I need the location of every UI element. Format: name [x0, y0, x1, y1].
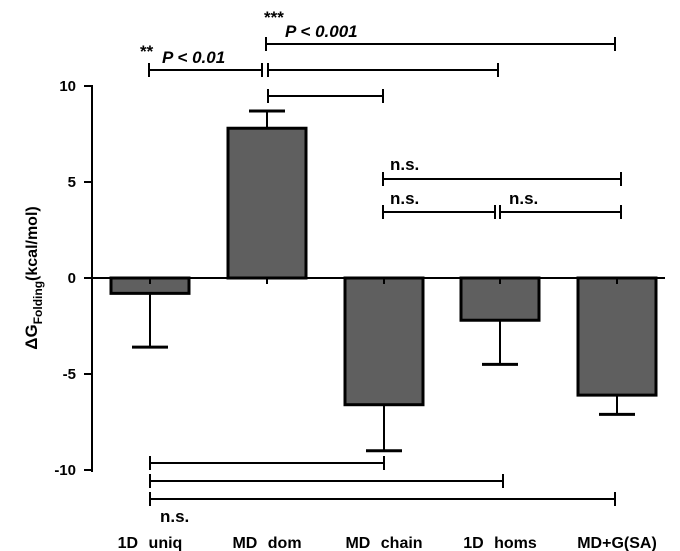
bar	[226, 126, 308, 280]
x-category-label: 1D homs	[463, 535, 537, 551]
ns-label: n.s.	[390, 155, 419, 174]
ns-label: n.s.	[509, 189, 538, 208]
stars-label: **	[140, 42, 154, 61]
bar	[459, 276, 541, 322]
bars	[109, 126, 658, 407]
y-axis-label-main: ΔG	[22, 324, 41, 349]
x-category-label: MD dom	[232, 535, 301, 551]
y-ticks: 10 5 0 -5 -10	[54, 78, 92, 479]
y-axis-label-unit: (kcal/mol)	[24, 206, 41, 281]
y-axis-label: ΔGFolding(kcal/mol)	[22, 206, 45, 349]
x-category-label: MD chain	[345, 535, 422, 551]
p-value-label: P < 0.001	[285, 22, 358, 41]
y-tick-label: -10	[54, 462, 76, 479]
bar	[343, 276, 425, 407]
error-bars	[132, 109, 635, 453]
y-axis-label-sub: Folding	[31, 281, 45, 324]
y-tick-label: -5	[63, 366, 76, 383]
x-category-label: 1D uniq	[118, 535, 183, 551]
stars-label: ***	[264, 8, 284, 27]
x-category-labels: 1D uniq MD dom MD chain 1D homs MD+G(SA)	[118, 535, 657, 551]
ns-label: n.s.	[390, 189, 419, 208]
p-value-label: P < 0.01	[162, 48, 225, 67]
x-category-label: MD+G(SA)	[577, 535, 657, 551]
bar	[576, 276, 658, 397]
y-tick-label: 10	[59, 78, 76, 95]
ns-label: n.s.	[160, 507, 189, 526]
significance-brackets-top	[148, 37, 622, 219]
y-tick-label: 0	[68, 270, 76, 287]
significance-brackets-bottom	[149, 456, 616, 506]
significance-labels: ** P < 0.01 *** P < 0.001 n.s. n.s. n.s.…	[140, 8, 538, 526]
y-tick-label: 5	[68, 174, 76, 191]
